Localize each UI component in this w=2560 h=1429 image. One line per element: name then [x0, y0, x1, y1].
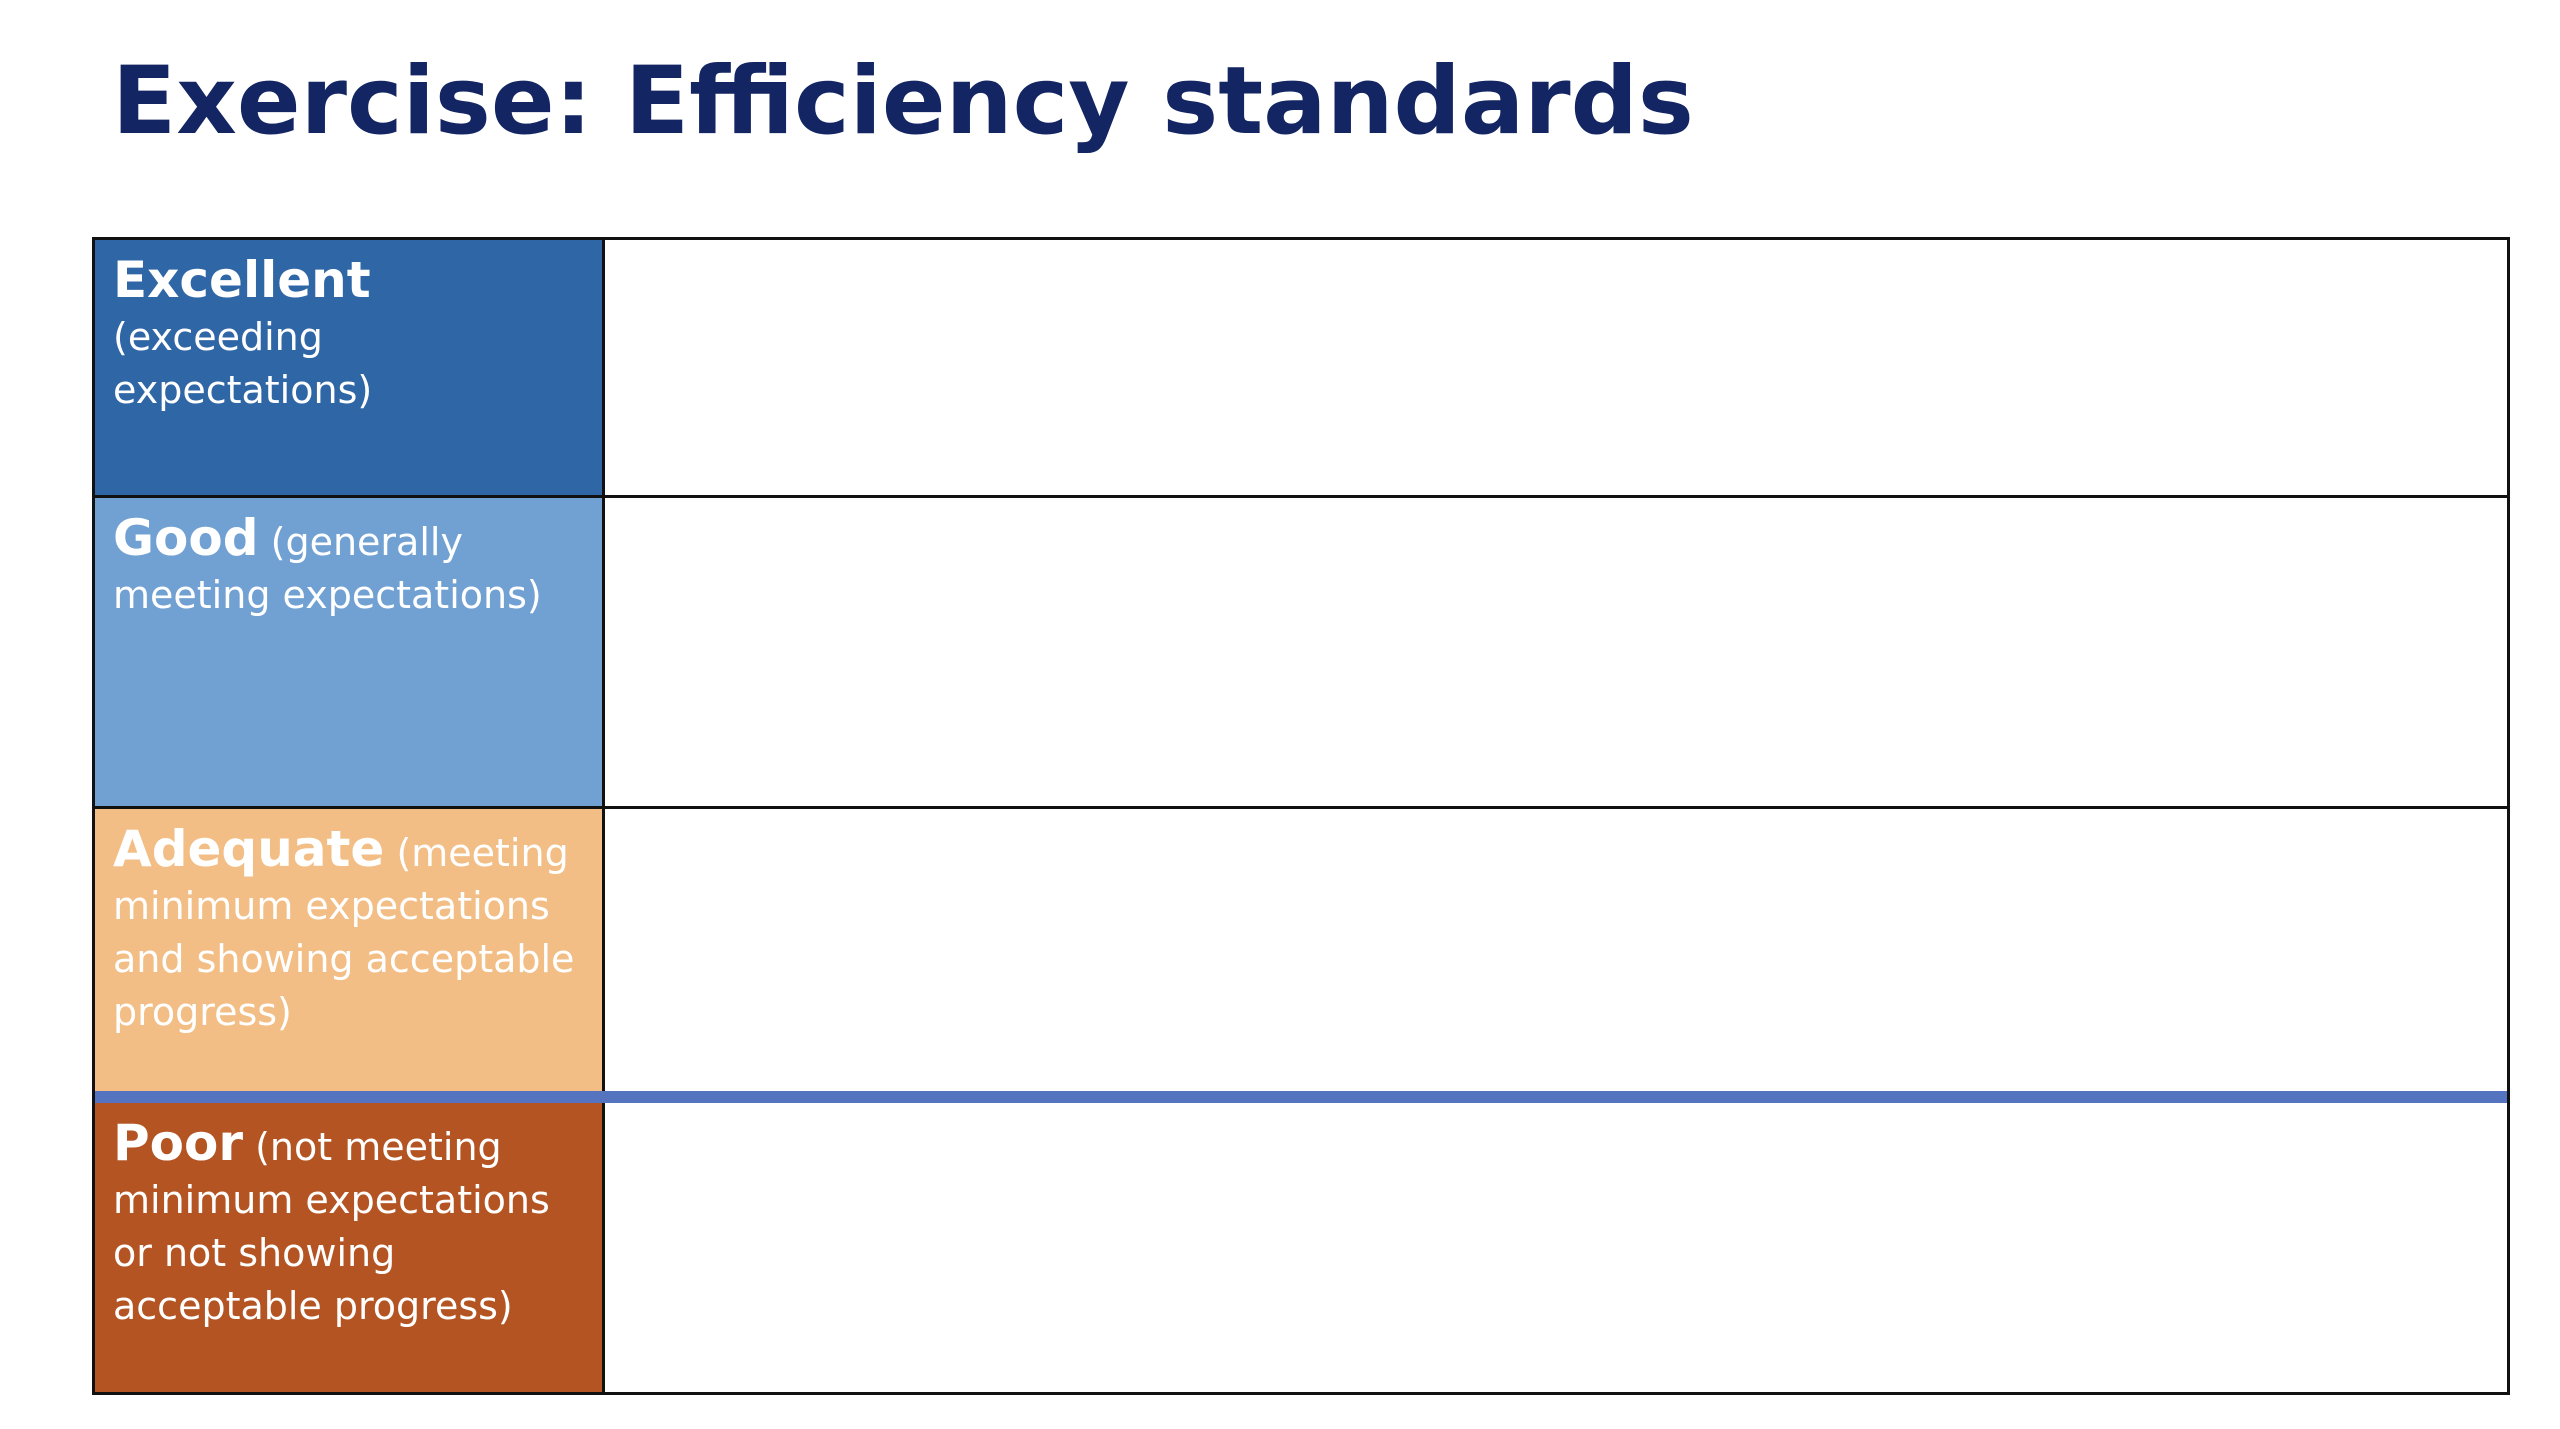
- level-description: (not meeting minimum expectations or not…: [113, 1125, 550, 1328]
- level-label-cell: Poor (not meeting minimum expectations o…: [95, 1103, 605, 1392]
- standard-row-excellent: Excellent (exceeding expectations): [95, 240, 2507, 498]
- level-name: Poor: [113, 1114, 244, 1172]
- level-label-cell: Excellent (exceeding expectations): [95, 240, 605, 495]
- level-content-cell[interactable]: [605, 809, 2507, 1091]
- level-description: (exceeding expectations): [113, 315, 373, 412]
- standards-table: Excellent (exceeding expectations) Good …: [92, 237, 2510, 1395]
- standard-row-adequate: Adequate (meeting minimum expectations a…: [95, 809, 2507, 1091]
- level-name: Excellent: [113, 251, 371, 309]
- level-content-cell[interactable]: [605, 1103, 2507, 1392]
- level-name: Adequate: [113, 820, 385, 878]
- standard-row-poor: Poor (not meeting minimum expectations o…: [95, 1103, 2507, 1392]
- slide-title: Exercise: Efficiency standards: [112, 47, 1694, 156]
- level-name: Good: [113, 509, 259, 567]
- level-content-cell[interactable]: [605, 498, 2507, 806]
- level-label-cell: Adequate (meeting minimum expectations a…: [95, 809, 605, 1091]
- level-description: (meeting minimum expectations and showin…: [113, 831, 575, 1034]
- threshold-divider-line: [95, 1091, 2507, 1103]
- level-content-cell[interactable]: [605, 240, 2507, 495]
- level-description: (generally meeting expectations): [113, 520, 542, 617]
- level-label-cell: Good (generally meeting expectations): [95, 498, 605, 806]
- standard-row-good: Good (generally meeting expectations): [95, 498, 2507, 809]
